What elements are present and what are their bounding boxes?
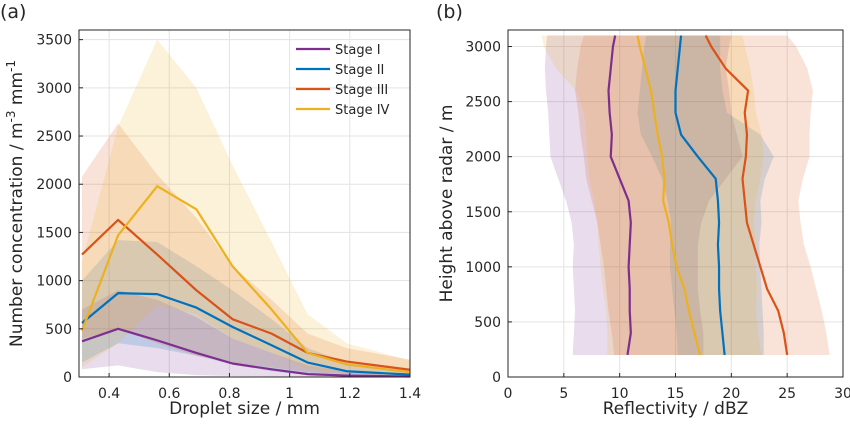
x-tick-label: 5 xyxy=(559,386,568,402)
band-stage-i xyxy=(544,35,743,355)
y-tick-label: 1500 xyxy=(36,225,72,241)
y-axis-label-exponent: -3 xyxy=(4,111,18,123)
panel-label: (a) xyxy=(0,1,26,23)
legend-label-stage-iv: Stage IV xyxy=(335,103,390,118)
x-tick-label: 0.8 xyxy=(218,386,240,402)
y-tick-label: 1000 xyxy=(465,260,501,276)
series-line-stage-ii xyxy=(674,35,726,356)
x-tick-label: 1 xyxy=(285,386,294,402)
legend-label-stage-ii: Stage II xyxy=(335,63,384,78)
series-line-stage-iv xyxy=(636,35,702,356)
x-tick-label: 20 xyxy=(722,386,740,402)
band-stage-iii xyxy=(575,35,830,355)
band-stage-i xyxy=(82,290,410,377)
y-tick-label: 1000 xyxy=(36,274,72,290)
panel-a: 0.4 0.6 0.8 1 1.2 1.4 0 500 1000 1500 2000 2500 3000… xyxy=(0,1,421,419)
series-line-stage-i xyxy=(607,35,632,356)
series-line-stage-iii xyxy=(704,35,789,356)
y-tick-label: 2500 xyxy=(36,129,72,145)
band-stage-iv xyxy=(541,35,764,355)
y-tick-label: 0 xyxy=(63,370,72,386)
axes-frame xyxy=(78,29,411,378)
y-tick-label: 500 xyxy=(45,322,72,338)
y-tick-label: 3000 xyxy=(36,81,72,97)
x-axis-label: Reflectivity / dBZ xyxy=(603,399,749,419)
x-tick-label: 0 xyxy=(504,386,513,402)
panel-b: 0 5 10 15 20 25 30 0 500 1000 1500 2000 2500 3000 Refl… xyxy=(436,1,850,419)
y-axis-label-text: Number concentration / m xyxy=(7,122,27,347)
legend: Stage I Stage II Stage III Stage IV xyxy=(296,43,390,118)
band-stage-ii xyxy=(637,35,774,355)
x-tick-label: 30 xyxy=(834,386,850,402)
x-tick-label: 0.6 xyxy=(158,386,180,402)
y-axis-label-text: mm xyxy=(7,72,27,111)
y-tick-label: 1500 xyxy=(465,205,501,221)
x-tick-label: 1.2 xyxy=(339,386,361,402)
x-tick-label: 10 xyxy=(611,386,629,402)
y-tick-label: 2500 xyxy=(465,95,501,111)
y-tick-label: 2000 xyxy=(36,177,72,193)
band-stage-iv xyxy=(82,39,410,377)
x-tick-label: 25 xyxy=(778,386,796,402)
y-tick-label: 2000 xyxy=(465,150,501,166)
y-tick-label: 3500 xyxy=(36,33,72,49)
y-axis-label: Number concentration / m-3 mm-1 xyxy=(4,60,27,347)
legend-label-stage-iii: Stage III xyxy=(335,83,388,98)
y-tick-label: 500 xyxy=(474,315,501,331)
y-tick-label: 0 xyxy=(492,370,501,386)
x-tick-label: 0.4 xyxy=(98,386,120,402)
y-tick-label: 3000 xyxy=(465,40,501,56)
x-tick-label: 15 xyxy=(667,386,685,402)
x-axis-label: Droplet size / mm xyxy=(169,399,320,419)
y-axis-label-text: Height above radar / m xyxy=(437,105,457,303)
band-stage-iii xyxy=(82,123,410,376)
y-axis-label-exponent: -1 xyxy=(4,60,18,72)
y-axis-label: Height above radar / m xyxy=(437,105,457,303)
legend-label-stage-i: Stage I xyxy=(335,43,381,58)
panel-label: (b) xyxy=(436,1,463,23)
x-tick-label: 1.4 xyxy=(399,386,421,402)
